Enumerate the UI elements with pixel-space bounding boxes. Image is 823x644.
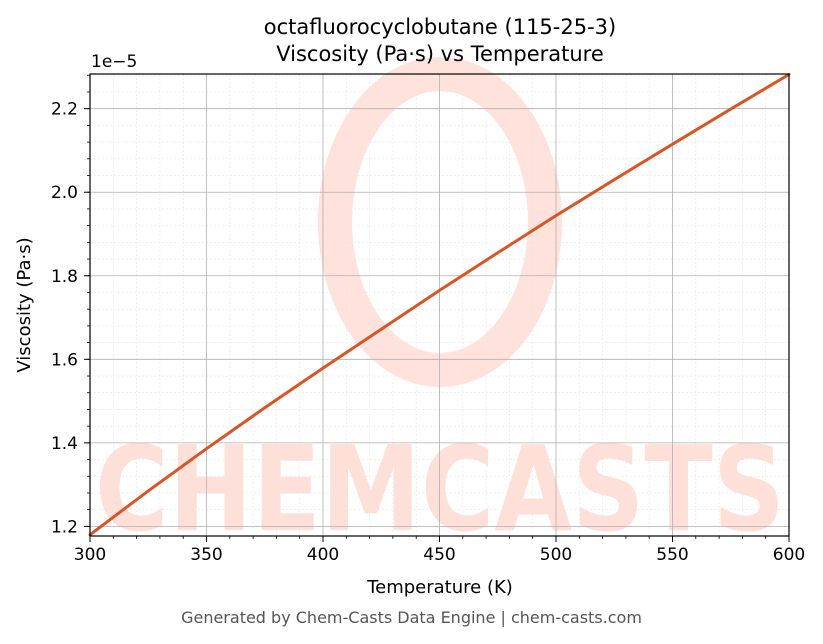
- y-tick-label: 2.0: [51, 183, 78, 203]
- y-offset-label: 1e−5: [91, 52, 137, 72]
- footer-credit: Generated by Chem-Casts Data Engine | ch…: [181, 608, 642, 627]
- x-tick-label: 350: [190, 545, 222, 565]
- y-axis-label: Viscosity (Pa·s): [14, 237, 35, 372]
- y-tick-label: 1.6: [51, 350, 78, 370]
- x-axis-label: Temperature (K): [366, 577, 513, 598]
- y-axis-ticks: 1.2 1.4 1.6 1.8 2.0 2.2: [51, 74, 90, 537]
- x-tick-label: 600: [773, 545, 805, 565]
- x-tick-label: 450: [423, 545, 455, 565]
- x-axis-ticks: 300 350 400 450 500 550 600: [74, 536, 805, 565]
- x-tick-label: 400: [307, 545, 339, 565]
- series-layer: [88, 72, 791, 537]
- chart-title-line1: octafluorocyclobutane (115-25-3): [264, 15, 616, 39]
- chemcasts-watermark: CHEMCASTS: [95, 57, 785, 558]
- y-tick-label: 1.4: [51, 434, 78, 454]
- chart-title-line2: Viscosity (Pa·s) vs Temperature: [276, 42, 604, 66]
- y-tick-label: 1.8: [51, 267, 78, 287]
- viscosity-series-line: [88, 72, 791, 537]
- x-tick-label: 300: [74, 545, 106, 565]
- x-tick-label: 500: [540, 545, 572, 565]
- y-tick-label: 1.2: [51, 517, 78, 537]
- x-tick-label: 550: [656, 545, 688, 565]
- y-tick-label: 2.2: [51, 100, 78, 120]
